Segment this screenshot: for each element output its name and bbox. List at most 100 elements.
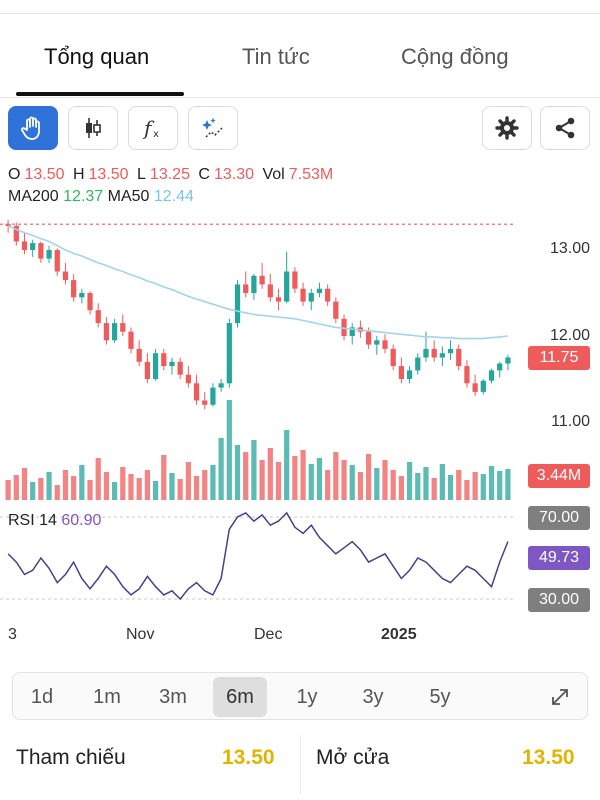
ma200-value: 12.37 bbox=[63, 188, 104, 205]
candle-body bbox=[472, 383, 478, 392]
candle-body bbox=[431, 348, 437, 358]
ma50-value: 12.44 bbox=[153, 188, 194, 205]
candle-body bbox=[464, 366, 470, 384]
candle-body bbox=[439, 353, 445, 358]
volume-bar bbox=[234, 445, 241, 500]
candle-body bbox=[251, 275, 257, 293]
volume-bar bbox=[193, 476, 200, 500]
candle-body bbox=[308, 293, 314, 302]
hand-tool-button[interactable] bbox=[8, 106, 58, 150]
candle-body bbox=[5, 224, 11, 226]
volume-bar bbox=[210, 465, 216, 500]
volume-bar bbox=[398, 476, 405, 500]
candle-body bbox=[46, 250, 52, 259]
candle-body bbox=[218, 383, 224, 388]
indicator-button[interactable]: f x bbox=[128, 106, 178, 150]
y-tick-label: 13.00 bbox=[549, 240, 590, 257]
volume-bar bbox=[325, 470, 331, 500]
volume-bar bbox=[349, 465, 355, 500]
tab-bar: Tổng quan Tin tức Cộng đồng bbox=[0, 28, 600, 98]
y-tick-label: 12.00 bbox=[549, 327, 590, 344]
range-1d-button[interactable]: 1d bbox=[30, 686, 54, 708]
range-5y-button[interactable]: 5y bbox=[429, 686, 451, 708]
rsi-current-tag: 49.73 bbox=[528, 546, 590, 570]
function-icon: f x bbox=[142, 116, 159, 140]
volume-bar bbox=[13, 475, 19, 500]
volume-bar bbox=[169, 473, 175, 500]
active-tab-indicator bbox=[16, 92, 184, 96]
candle-body bbox=[349, 327, 355, 336]
volume-bar bbox=[472, 472, 478, 500]
ma50-line bbox=[7, 225, 508, 340]
high-value: 13.50 bbox=[88, 166, 129, 183]
drawing-tools-button[interactable] bbox=[188, 106, 238, 150]
range-1y-button[interactable]: 1y bbox=[296, 686, 318, 708]
candle-body bbox=[300, 288, 306, 302]
svg-text:x: x bbox=[153, 129, 159, 140]
tab-community[interactable]: Cộng đồng bbox=[401, 44, 509, 69]
share-icon bbox=[555, 117, 575, 139]
volume-bar bbox=[357, 472, 364, 500]
volume-bar bbox=[505, 469, 511, 500]
volume-bar bbox=[79, 465, 85, 500]
candle-body bbox=[62, 271, 69, 281]
candle-body bbox=[390, 348, 396, 367]
open-label: O bbox=[8, 166, 21, 183]
candle-body bbox=[103, 323, 110, 341]
candle-body bbox=[316, 288, 323, 293]
open-value: 13.50 bbox=[24, 166, 65, 183]
candle-body bbox=[79, 293, 85, 298]
candle-body bbox=[497, 363, 503, 371]
candlestick-type-button[interactable] bbox=[68, 106, 118, 150]
candle-body bbox=[210, 387, 216, 405]
candle-body bbox=[488, 370, 495, 381]
volume-bar bbox=[243, 452, 249, 500]
volume-bar bbox=[111, 482, 118, 500]
volume-bar bbox=[95, 458, 101, 500]
y-tick-label: 11.00 bbox=[551, 413, 590, 430]
candle-body bbox=[447, 348, 454, 354]
volume-bar bbox=[423, 467, 429, 500]
volume-bar bbox=[259, 460, 265, 500]
candle-body bbox=[333, 301, 339, 319]
candle-body bbox=[226, 323, 232, 384]
close-value: 13.30 bbox=[213, 166, 255, 183]
tab-news[interactable]: Tin tức bbox=[242, 44, 310, 69]
volume-bar bbox=[341, 460, 347, 500]
chart-canvas[interactable] bbox=[0, 160, 600, 660]
volume-bar bbox=[128, 474, 134, 500]
volume-tag: 3.44M bbox=[528, 464, 590, 488]
candle-body bbox=[505, 357, 511, 364]
rsi-lower-tag: 30.00 bbox=[528, 588, 590, 612]
price-chart[interactable]: O 13.50 H 13.50 L 13.25 C 13.30 Vol 7.53M MA2… bbox=[0, 160, 600, 660]
volume-bar bbox=[152, 481, 159, 500]
candle-body bbox=[152, 353, 159, 379]
open-price-value: 13.50 bbox=[522, 746, 575, 769]
volume-bar bbox=[308, 464, 314, 500]
rsi-legend: RSI 14 60.90 bbox=[8, 512, 101, 530]
fullscreen-button[interactable] bbox=[533, 677, 587, 717]
candle-body bbox=[325, 288, 331, 302]
range-6m-button[interactable]: 6m bbox=[213, 677, 267, 717]
candle-body bbox=[406, 370, 413, 379]
range-3y-button[interactable]: 3y bbox=[362, 686, 384, 708]
candle-body bbox=[111, 323, 118, 341]
candle-body bbox=[456, 348, 462, 367]
tab-overview[interactable]: Tổng quan bbox=[44, 44, 150, 69]
range-1m-button[interactable]: 1m bbox=[93, 686, 121, 708]
volume-bar bbox=[365, 454, 372, 500]
ma-legend: MA200 12.37 MA50 12.44 bbox=[8, 188, 194, 206]
candle-body bbox=[415, 357, 421, 371]
candle-body bbox=[30, 243, 36, 250]
volume-bar bbox=[456, 470, 462, 500]
candle-body bbox=[202, 400, 208, 405]
candle-body bbox=[480, 380, 486, 392]
share-button[interactable] bbox=[540, 106, 590, 150]
candle-body bbox=[144, 361, 151, 379]
range-3m-button[interactable]: 3m bbox=[159, 686, 187, 708]
volume-bar bbox=[431, 478, 437, 500]
volume-bar bbox=[71, 476, 77, 500]
volume-bar bbox=[374, 468, 380, 500]
ma50-label: MA50 bbox=[107, 188, 150, 205]
chart-settings-button[interactable] bbox=[482, 106, 532, 150]
